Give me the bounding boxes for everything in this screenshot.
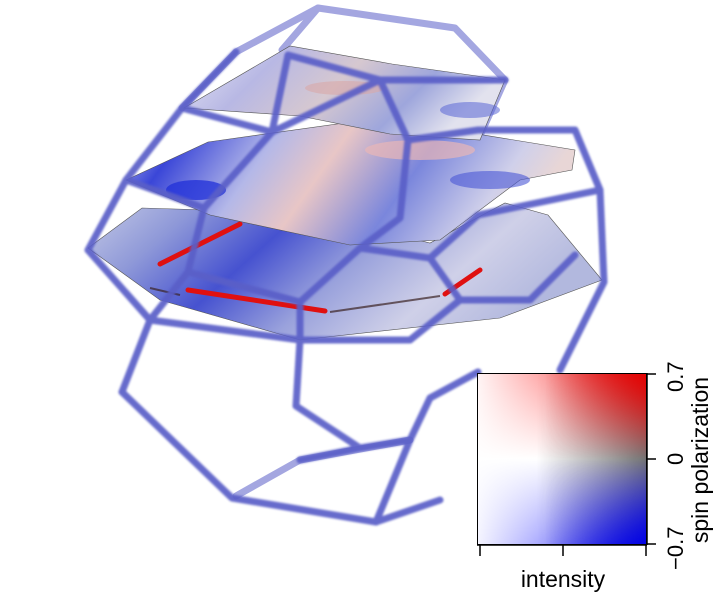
slice-middle: [125, 117, 576, 246]
slice-bottom: [87, 202, 603, 341]
y-tick-label-top: 0.7: [663, 361, 688, 392]
colorbar-2d: [477, 373, 647, 545]
y-tick-label-mid: 0: [663, 453, 688, 465]
slice-top: [183, 45, 506, 141]
y-tick-label-bottom: −0.7: [663, 527, 688, 570]
colorbar-axes: 0.7 0 −0.7 spin polarization intensity: [477, 361, 713, 592]
x-axis-label: intensity: [521, 566, 606, 592]
bz-front-edges: [84, 48, 608, 526]
y-axis-label: spin polarization: [687, 377, 713, 543]
colorbar-blue-layer: [478, 374, 646, 544]
